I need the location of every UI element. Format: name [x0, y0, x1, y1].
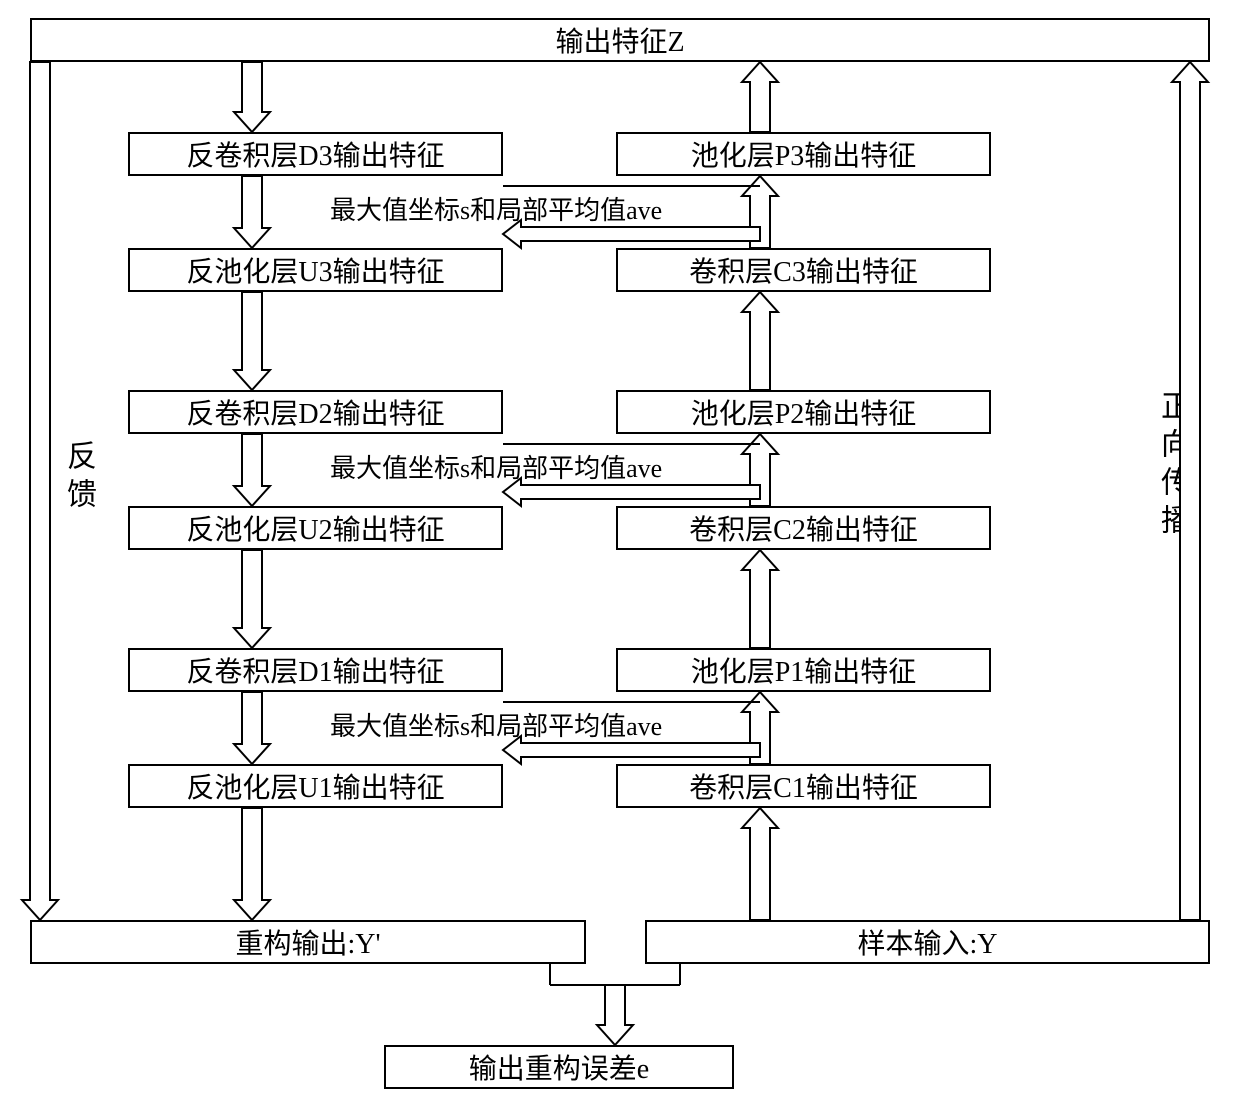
node-recon: 重构输出:Y' [30, 920, 586, 964]
node-d2-label: 反卷积层D2输出特征 [186, 392, 444, 432]
node-c1-label: 卷积层C1输出特征 [689, 766, 918, 806]
hlabel-1: 最大值坐标s和局部平均值ave [330, 706, 662, 743]
node-c2-label: 卷积层C2输出特征 [689, 508, 918, 548]
node-err-label: 输出重构误差e [469, 1047, 649, 1087]
node-u2: 反池化层U2输出特征 [128, 506, 503, 550]
hlabel-2-text: 最大值坐标s和局部平均值ave [330, 454, 662, 483]
node-d3-label: 反卷积层D3输出特征 [186, 134, 444, 174]
node-u2-label: 反池化层U2输出特征 [186, 508, 444, 548]
node-top: 输出特征Z [30, 18, 1210, 62]
hlabel-1-text: 最大值坐标s和局部平均值ave [330, 712, 662, 741]
vlabel-forward-text: 正向传播 [1156, 390, 1189, 542]
node-u1-label: 反池化层U1输出特征 [186, 766, 444, 806]
node-input: 样本输入:Y [645, 920, 1210, 964]
node-u3-label: 反池化层U3输出特征 [186, 250, 444, 290]
node-p2: 池化层P2输出特征 [616, 390, 991, 434]
node-c1: 卷积层C1输出特征 [616, 764, 991, 808]
vlabel-forward: 正向传播 [1150, 390, 1194, 542]
node-c2: 卷积层C2输出特征 [616, 506, 991, 550]
hlabel-3-text: 最大值坐标s和局部平均值ave [330, 196, 662, 225]
node-err: 输出重构误差e [384, 1045, 734, 1089]
node-p1-label: 池化层P1输出特征 [691, 650, 917, 690]
node-c3: 卷积层C3输出特征 [616, 248, 991, 292]
vlabel-feedback-text: 反馈 [62, 440, 95, 516]
node-d1: 反卷积层D1输出特征 [128, 648, 503, 692]
node-recon-label: 重构输出:Y' [235, 922, 380, 962]
node-p1: 池化层P1输出特征 [616, 648, 991, 692]
hlabel-2: 最大值坐标s和局部平均值ave [330, 448, 662, 485]
node-u3: 反池化层U3输出特征 [128, 248, 503, 292]
node-c3-label: 卷积层C3输出特征 [689, 250, 918, 290]
node-input-label: 样本输入:Y [857, 922, 997, 962]
node-d1-label: 反卷积层D1输出特征 [186, 650, 444, 690]
node-u1: 反池化层U1输出特征 [128, 764, 503, 808]
node-p2-label: 池化层P2输出特征 [691, 392, 917, 432]
node-d3: 反卷积层D3输出特征 [128, 132, 503, 176]
hlabel-3: 最大值坐标s和局部平均值ave [330, 190, 662, 227]
node-p3: 池化层P3输出特征 [616, 132, 991, 176]
node-d2: 反卷积层D2输出特征 [128, 390, 503, 434]
node-p3-label: 池化层P3输出特征 [691, 134, 917, 174]
node-top-label: 输出特征Z [555, 20, 684, 60]
vlabel-feedback: 反馈 [56, 440, 100, 516]
